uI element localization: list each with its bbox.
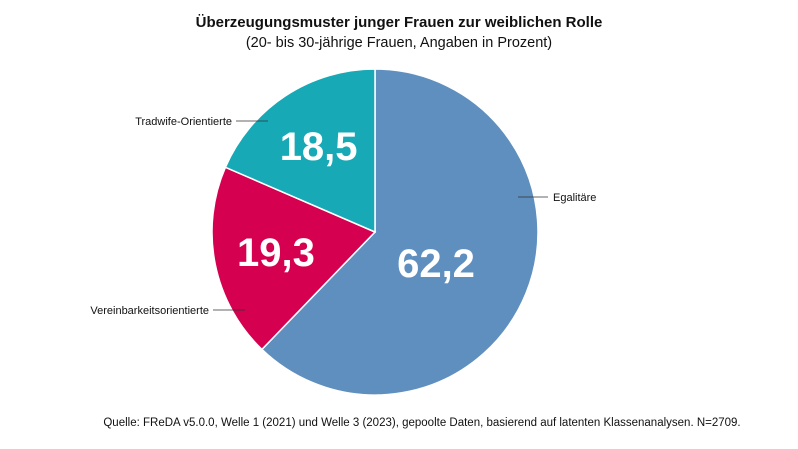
pie-slice-1 bbox=[211, 166, 377, 351]
data-label: 62,2 bbox=[397, 242, 475, 286]
chart-title: Überzeugungsmuster junger Frauen zur wei… bbox=[195, 14, 603, 31]
data-label: 19,3 bbox=[237, 231, 315, 275]
data-label: 18,5 bbox=[280, 125, 358, 169]
category-label: Vereinbarkeitsorientierte bbox=[90, 305, 209, 317]
source-note: Quelle: FReDA v5.0.0, Welle 1 (2021) und… bbox=[103, 417, 741, 429]
pie-slice-2 bbox=[224, 68, 376, 234]
category-label: Tradwife-Orientierte bbox=[135, 116, 232, 128]
chart-subtitle: (20- bis 30-jährige Frauen, Angaben in P… bbox=[245, 35, 553, 51]
pie-slice-0 bbox=[260, 68, 539, 396]
category-label: Egalitäre bbox=[553, 192, 596, 204]
